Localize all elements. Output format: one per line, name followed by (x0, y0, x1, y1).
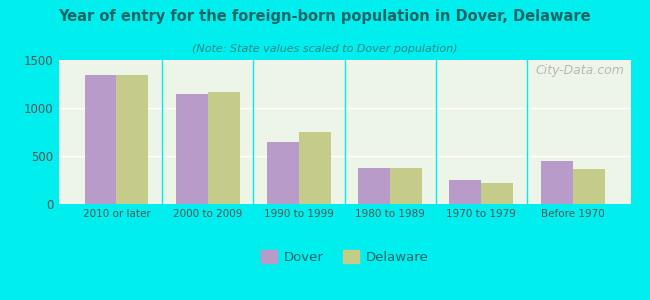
Bar (390, 168, 422, 204)
Bar (299, 133, 331, 204)
Bar (267, 142, 299, 204)
Bar (176, 94, 207, 204)
Bar (573, 169, 604, 204)
Text: (Note: State values scaled to Dover population): (Note: State values scaled to Dover popu… (192, 44, 458, 53)
Legend: Dover, Delaware: Dover, Delaware (255, 244, 434, 269)
Bar (207, 92, 240, 204)
Text: City-Data.com: City-Data.com (536, 64, 625, 77)
Bar (449, 179, 482, 204)
Bar (541, 161, 573, 204)
Bar (482, 183, 514, 204)
Bar (116, 75, 148, 204)
Bar (84, 75, 116, 204)
Bar (358, 167, 390, 204)
Text: Year of entry for the foreign-born population in Dover, Delaware: Year of entry for the foreign-born popul… (58, 9, 592, 24)
